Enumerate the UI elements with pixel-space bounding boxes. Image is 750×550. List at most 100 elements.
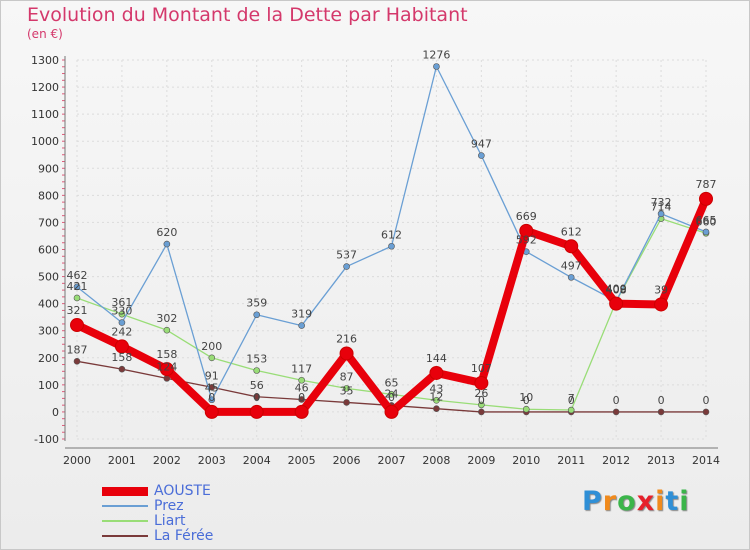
data-label: 200 xyxy=(201,340,222,353)
data-label: 947 xyxy=(471,138,492,151)
proxiti-logo: Proxiti xyxy=(582,486,690,517)
y-tick-label: 1300 xyxy=(31,54,59,67)
legend-item: AOUSTE xyxy=(102,484,213,499)
data-point xyxy=(474,375,489,390)
data-label: 158 xyxy=(156,348,177,361)
legend-item: Liart xyxy=(102,514,213,529)
data-label: 665 xyxy=(696,214,717,227)
data-label: 7 xyxy=(568,392,575,405)
legend-swatch xyxy=(102,535,148,537)
data-point xyxy=(343,399,350,406)
data-point xyxy=(657,210,665,218)
data-label: 0 xyxy=(523,394,530,407)
data-point xyxy=(522,405,530,413)
data-point xyxy=(118,365,126,373)
x-tick-label: 2003 xyxy=(198,454,226,467)
data-label: 497 xyxy=(561,259,582,272)
data-point xyxy=(388,242,395,250)
data-point xyxy=(73,358,81,365)
data-label: 124 xyxy=(156,360,177,373)
data-point xyxy=(343,263,350,270)
y-tick-label: 800 xyxy=(38,189,59,202)
data-point xyxy=(612,408,620,416)
data-point xyxy=(657,408,665,416)
data-point xyxy=(654,297,669,312)
y-tick-label: 300 xyxy=(38,325,59,338)
data-label: 24 xyxy=(385,387,399,400)
logo-letter: x xyxy=(636,486,656,517)
y-tick-label: 1200 xyxy=(31,81,59,94)
y-tick-label: 1100 xyxy=(31,108,59,121)
legend-swatch xyxy=(102,520,148,522)
data-label: 87 xyxy=(340,370,354,383)
data-label: 56 xyxy=(250,379,264,392)
legend-label: La Férée xyxy=(154,528,214,544)
data-label: 0 xyxy=(253,391,260,404)
y-tick-label: 500 xyxy=(38,271,59,284)
data-label: 302 xyxy=(156,312,177,325)
data-point xyxy=(253,311,261,319)
data-label: 46 xyxy=(295,381,309,394)
data-point xyxy=(343,385,350,392)
legend-label: Prez xyxy=(154,498,184,514)
data-point xyxy=(429,365,444,380)
legend-label: Liart xyxy=(154,513,186,529)
x-tick-label: 2009 xyxy=(467,454,495,467)
logo-letter: o xyxy=(617,486,637,517)
data-point xyxy=(253,367,261,374)
data-label: 359 xyxy=(246,297,267,310)
data-label: 107 xyxy=(471,362,492,375)
y-tick-label: 400 xyxy=(38,298,59,311)
data-point xyxy=(519,223,534,238)
data-label: 400 xyxy=(606,283,627,296)
data-label: 537 xyxy=(336,249,357,262)
data-label: 732 xyxy=(651,196,672,209)
data-label: 321 xyxy=(67,304,88,317)
data-label: 421 xyxy=(67,280,88,293)
legend-swatch xyxy=(102,486,148,496)
data-label: 91 xyxy=(205,369,219,382)
data-label: 158 xyxy=(111,351,132,364)
data-point xyxy=(294,404,309,419)
data-point xyxy=(163,326,171,334)
x-tick-label: 2004 xyxy=(243,454,271,467)
data-label: 669 xyxy=(516,210,537,223)
data-point xyxy=(73,283,81,291)
data-label: 592 xyxy=(516,234,537,247)
data-label: 0 xyxy=(658,394,665,407)
data-label: 612 xyxy=(561,225,582,238)
data-point xyxy=(478,152,485,159)
data-label: 0 xyxy=(298,391,305,404)
logo-letter: P xyxy=(582,486,603,517)
data-point xyxy=(702,228,710,236)
x-tick-label: 2001 xyxy=(108,454,136,467)
x-tick-label: 2010 xyxy=(512,454,540,467)
y-tick-label: 200 xyxy=(38,352,59,365)
data-point xyxy=(699,191,713,206)
data-label: 0 xyxy=(388,391,395,404)
data-point xyxy=(118,319,126,326)
data-label: 153 xyxy=(246,353,267,366)
data-point xyxy=(433,396,440,404)
y-tick-label: 900 xyxy=(38,162,59,175)
data-point xyxy=(163,240,171,248)
data-label: 187 xyxy=(67,343,88,356)
x-tick-label: 2012 xyxy=(602,454,630,467)
x-tick-label: 2011 xyxy=(557,454,585,467)
data-point xyxy=(478,401,485,409)
data-label: 408 xyxy=(606,283,627,296)
data-point xyxy=(478,408,485,416)
y-tick-label: 100 xyxy=(38,379,59,392)
y-tick-label: -100 xyxy=(34,433,59,446)
data-label: 409 xyxy=(606,283,627,296)
data-point xyxy=(339,346,354,361)
y-tick-label: 700 xyxy=(38,216,59,229)
data-point xyxy=(73,294,81,302)
data-label: 361 xyxy=(111,296,132,309)
data-point xyxy=(159,362,174,377)
legend-item: La Férée xyxy=(102,529,213,544)
data-point xyxy=(253,393,261,401)
legend-label: AOUSTE xyxy=(154,483,211,499)
data-point xyxy=(433,405,440,412)
